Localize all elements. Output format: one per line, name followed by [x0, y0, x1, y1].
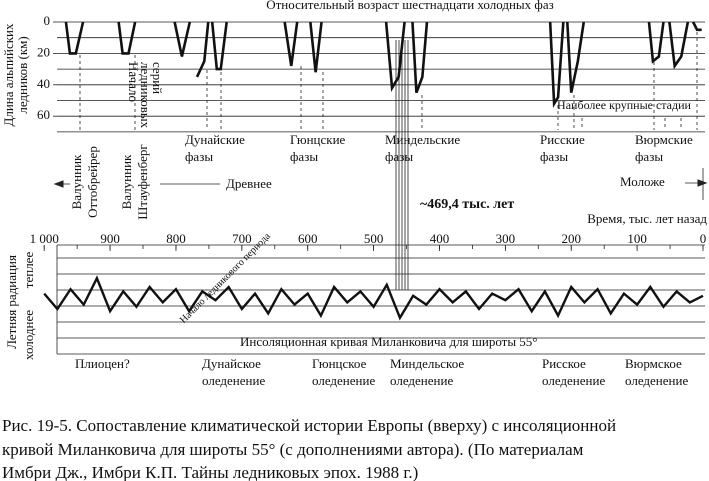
younger-label: Моложе [620, 174, 665, 189]
pliocene-label: Плиоцен? [75, 356, 130, 371]
caption-line: Имбри Дж., Имбри К.П. Тайны ледниковых э… [2, 463, 418, 481]
glaciation-label: Гюнцское [312, 356, 367, 371]
glacier-curve [548, 21, 565, 108]
x-tick-label: 200 [561, 231, 581, 246]
glaciation-label: Вюрмское [625, 356, 682, 371]
x-tick-label: 0 [700, 231, 707, 246]
glacier-curve [210, 21, 228, 71]
phase-label: фазы [635, 149, 663, 164]
boulder-label: Валунник [119, 154, 134, 209]
phase-label: фазы [185, 149, 213, 164]
glaciation-label: оледенение [312, 373, 375, 388]
glaciation-label: Дунайское [202, 356, 261, 371]
x-tick-label: 800 [166, 231, 186, 246]
phase-label: Вюрмские [635, 132, 693, 147]
glacier-curve [195, 21, 210, 78]
time-label: Время, тыс. лет назад [587, 211, 707, 226]
marker-lines [395, 40, 409, 290]
glacier-curve [64, 21, 85, 55]
phase-label: Дунайские [185, 132, 245, 147]
x-tick-label: 1 000 [30, 231, 59, 246]
phase-label: фазы [385, 149, 413, 164]
boulder-label: Валунник [69, 154, 84, 209]
x-tick-label: 900 [100, 231, 120, 246]
y-axis-label: Длина альпийских [1, 23, 16, 127]
y-axis-label: ледников (км) [15, 36, 30, 113]
x-tick-label: 600 [298, 231, 318, 246]
phase-label: фазы [290, 149, 318, 164]
glaciation-label: Рисское [542, 356, 586, 371]
colder-label: холоднее [21, 310, 36, 360]
older-label: Древнее [226, 176, 272, 191]
x-tick-label: 700 [232, 231, 252, 246]
x-tick-label: 300 [496, 231, 516, 246]
phase-label: Рисские [540, 132, 585, 147]
glaciation-label: Миндельское [390, 356, 464, 371]
dashed-lines [79, 32, 698, 130]
y-tick-label: 40 [37, 76, 50, 91]
caption-line: кривой Миланковича для широты 55° (с доп… [2, 440, 584, 459]
glacier-curve [283, 21, 299, 67]
series-start-label: серий [150, 62, 165, 94]
glacier-curve [309, 21, 323, 73]
marker-label: ~469,4 тыс. лет [420, 197, 514, 212]
glaciation-label: оледенение [625, 373, 688, 388]
stage-label: Наиболее крупные стадии [557, 98, 691, 112]
y-tick-label: 0 [44, 13, 51, 28]
phase-label: Гюнцские [290, 132, 346, 147]
y-tick-label: 20 [37, 44, 50, 59]
glacier-curve [691, 21, 702, 32]
boulder-label: Штауфенберг [135, 144, 150, 219]
x-tick-label: 400 [430, 231, 450, 246]
phase-label: Миндельские [385, 132, 460, 147]
caption-line: Рис. 19-5. Сопоставление климатической и… [2, 416, 616, 435]
glaciation-label: оледенение [390, 373, 453, 388]
glaciation-label: оледенение [202, 373, 265, 388]
glacier-curve [647, 21, 665, 64]
x-tick-label: 500 [364, 231, 384, 246]
glacier-curve [565, 21, 586, 93]
glacier-curve [173, 21, 192, 57]
insolation-curve [43, 275, 704, 321]
glaciation-label: оледенение [542, 373, 605, 388]
series-start-label: ледниковых [138, 62, 153, 129]
boulder-label: Оттобрейрер [85, 146, 100, 218]
y-tick-label: 60 [37, 107, 50, 122]
glacier-curve [411, 21, 429, 94]
warmer-label: теплее [21, 252, 36, 289]
glacier-curve [668, 21, 690, 70]
series-start-label: Начало [126, 62, 141, 102]
glacier-curve [117, 21, 137, 55]
phase-label: фазы [540, 149, 568, 164]
insolation-label: Инсоляционная кривая Миланковича для шир… [240, 334, 538, 349]
arrows [53, 168, 708, 200]
radiation-label: Летняя радиация [4, 255, 19, 349]
glacier-curve [384, 21, 406, 93]
title: Относительный возраст шестнадцати холодн… [266, 0, 554, 12]
x-tick-label: 100 [627, 231, 647, 246]
